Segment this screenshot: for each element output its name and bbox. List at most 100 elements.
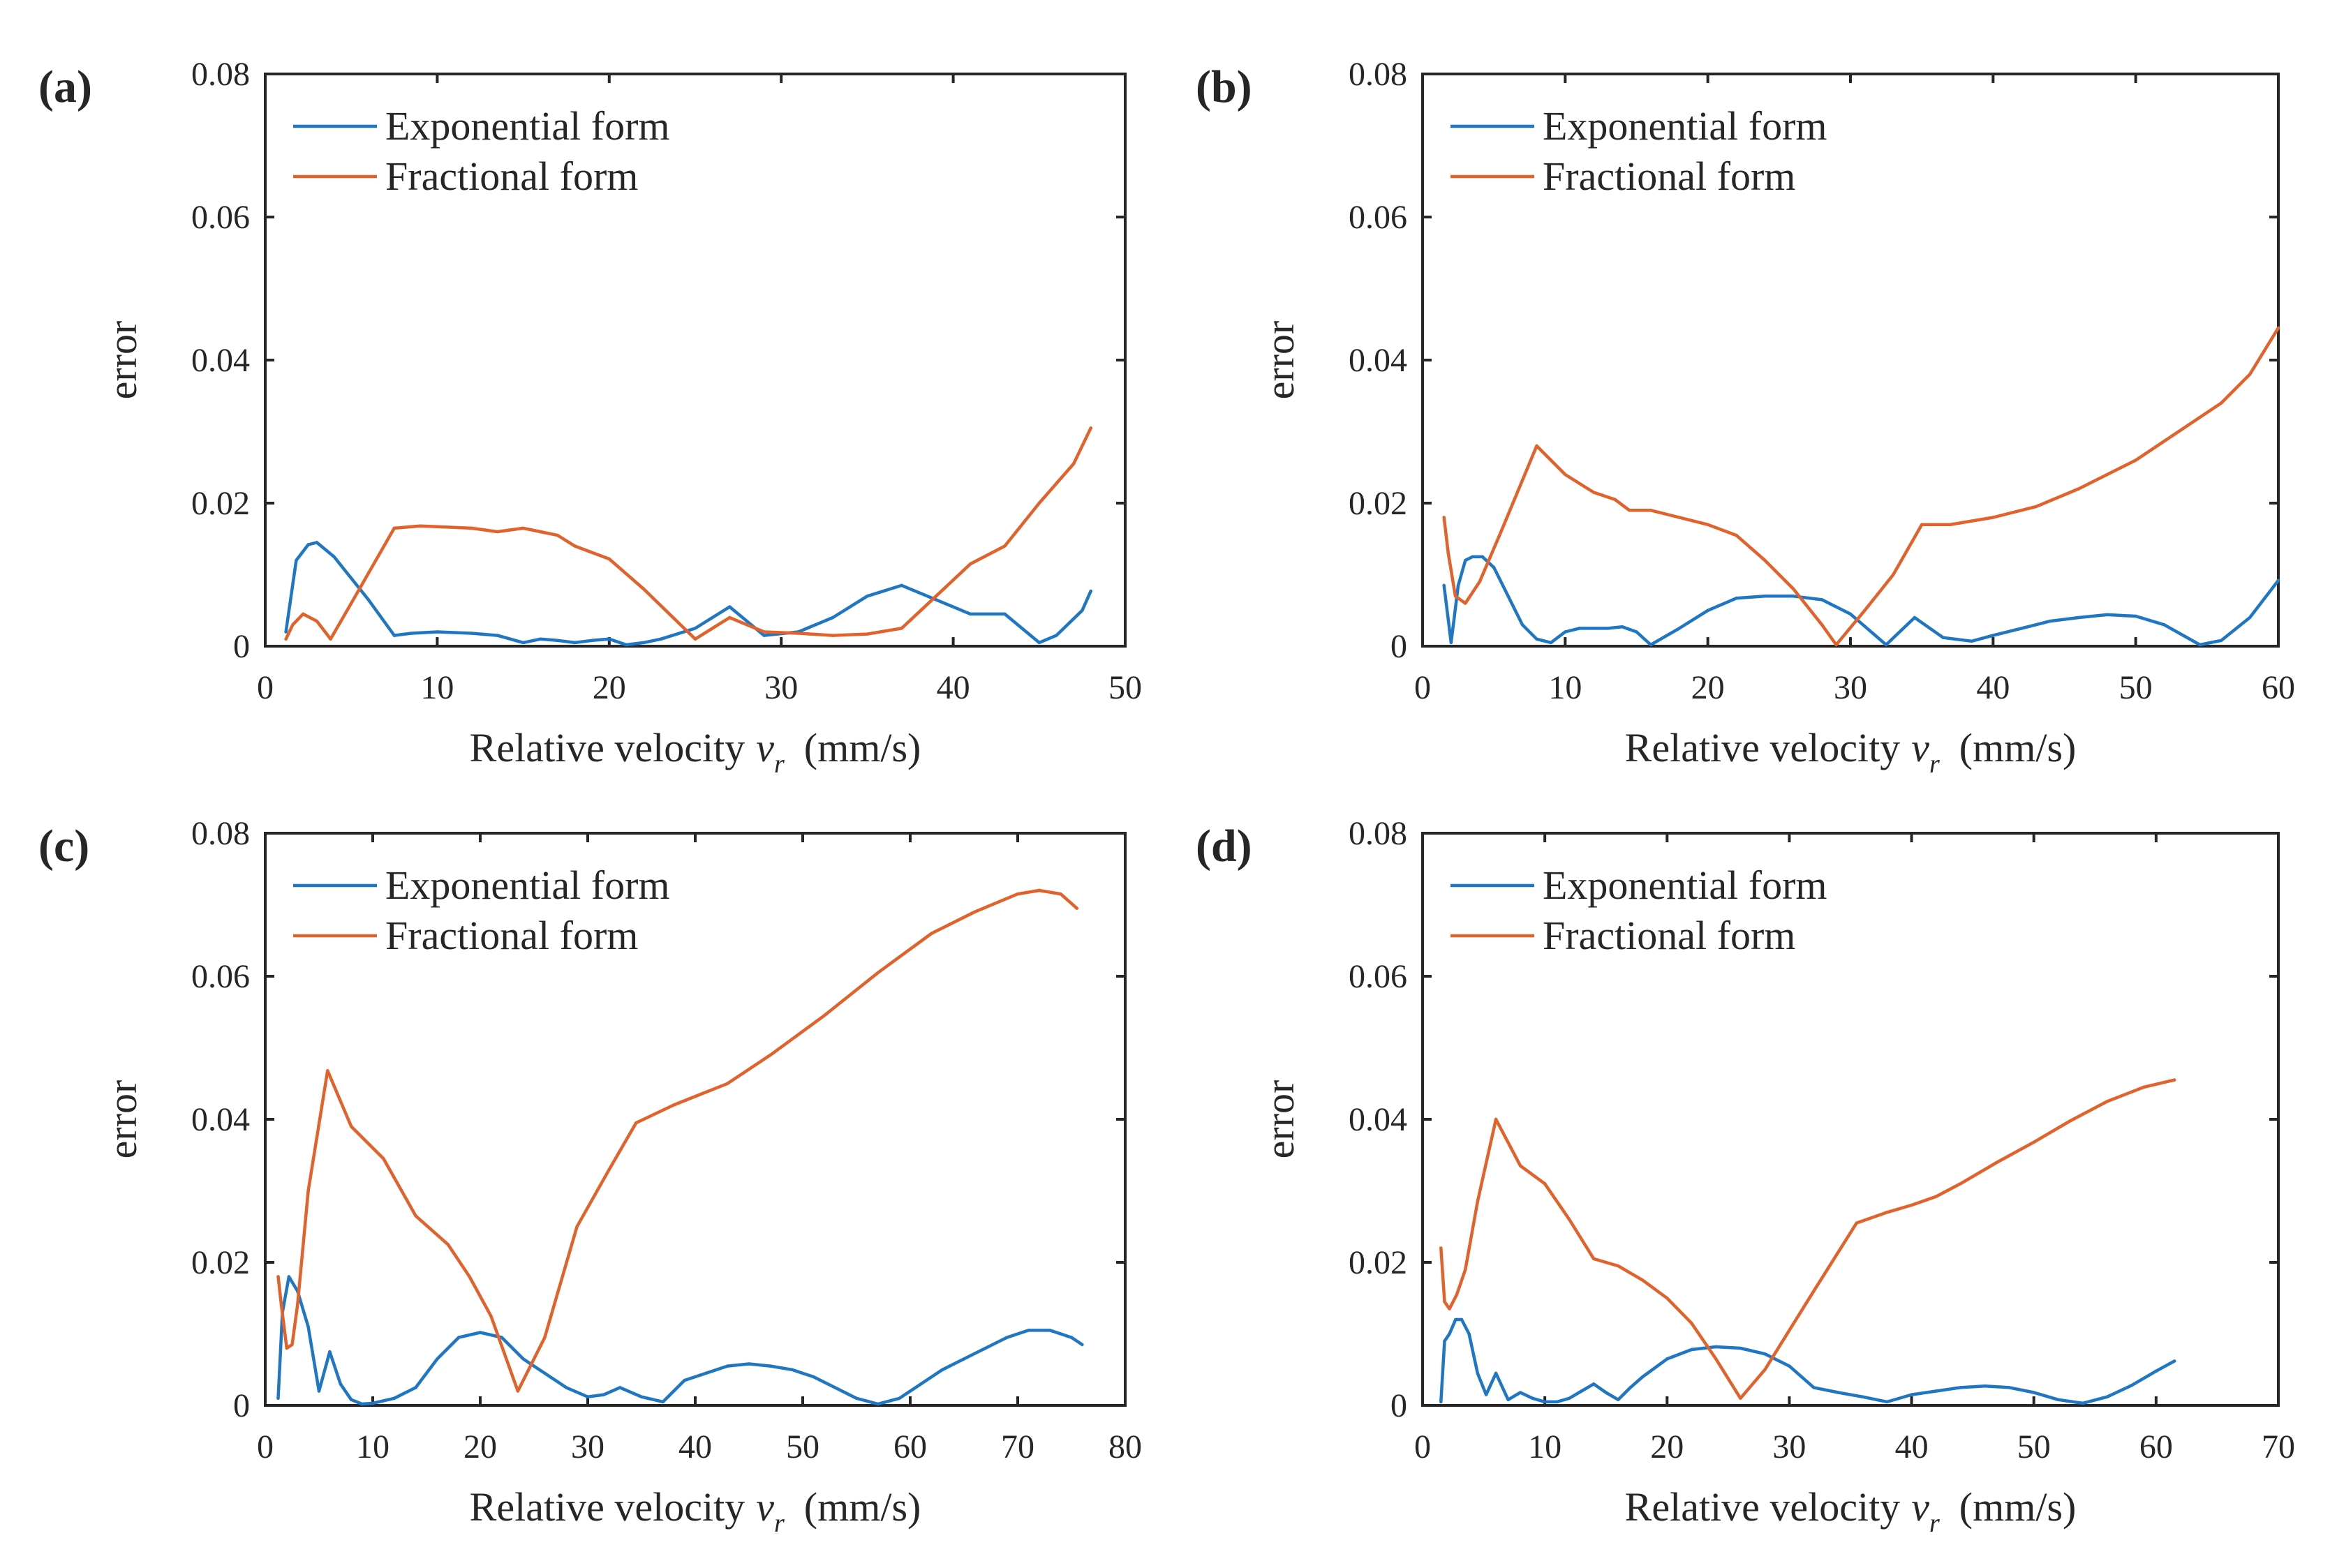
data-point-exponential (1739, 1346, 1742, 1350)
data-point-fractional (1037, 501, 1041, 505)
data-point-fractional (1834, 643, 1838, 647)
data-point-fractional (1892, 573, 1895, 576)
data-point-exponential (1549, 641, 1553, 645)
data-point-fractional (1617, 1264, 1620, 1268)
data-point-exponential (683, 1378, 686, 1382)
x-axis-variable: v (756, 1484, 774, 1530)
series-line-exponential (276, 1275, 1084, 1406)
data-point-fractional (607, 1167, 611, 1171)
data-point-fractional (1037, 888, 1041, 893)
y-tick-label: 0.02 (191, 1244, 250, 1281)
data-point-fractional (496, 530, 499, 534)
data-point-fractional (1476, 1200, 1480, 1204)
data-point-fractional (1535, 444, 1538, 448)
x-tick-label: 0 (1414, 1428, 1431, 1465)
y-tick-label: 0.02 (1349, 485, 1407, 522)
legend: Exponential form Fractional form (293, 103, 670, 199)
data-point-exponential (900, 583, 903, 588)
x-axis-subscript: r (774, 1509, 785, 1538)
data-point-fractional (969, 562, 972, 566)
data-point-exponential (1665, 1357, 1669, 1361)
x-tick-label: 0 (257, 669, 274, 706)
data-point-fractional (470, 526, 473, 530)
data-point-fractional (930, 932, 934, 935)
x-axis-title-text: Relative velocity (1625, 1484, 1901, 1530)
data-point-fractional (693, 637, 697, 641)
data-point-exponential (371, 1401, 375, 1405)
x-tick-label: 50 (2119, 669, 2153, 706)
series-line-exponential (1442, 555, 2280, 647)
data-point-fractional (329, 637, 332, 641)
data-point-exponential (306, 543, 310, 546)
data-point-exponential (521, 1357, 525, 1361)
x-axis-subscript: r (774, 749, 785, 779)
x-axis-title: Relative velocity vr (mm/s) (1625, 725, 2077, 779)
x-tick-label: 40 (937, 669, 970, 706)
x-axis-unit: (mm/s) (1959, 725, 2077, 770)
data-point-exponential (332, 555, 336, 559)
data-point-fractional (1443, 1300, 1446, 1304)
data-point-fractional (1763, 1368, 1767, 1371)
data-point-exponential (496, 634, 499, 637)
x-tick-label: 60 (2262, 669, 2295, 706)
data-point-fractional (284, 637, 288, 641)
y-tick-label: 0 (1390, 1387, 1407, 1424)
data-point-exponential (898, 1396, 901, 1400)
data-point-fractional (2142, 1085, 2146, 1089)
data-point-fractional (2077, 487, 2081, 491)
x-axis-subscript: r (1929, 749, 1940, 779)
data-point-exponential (478, 1331, 482, 1334)
data-point-fractional (1863, 608, 1867, 612)
data-point-fractional (796, 632, 801, 635)
data-point-exponential (1604, 1391, 1608, 1394)
data-point-exponential (2056, 1398, 2060, 1402)
data-point-fractional (1948, 523, 1952, 526)
data-point-exponential (1792, 595, 1795, 598)
data-point-fractional (1690, 1321, 1693, 1325)
series-line-exponential (284, 541, 1092, 647)
legend-label-exponential: Exponential form (385, 103, 670, 149)
y-tick-label: 0 (1390, 628, 1407, 665)
data-point-exponential (2198, 643, 2202, 647)
data-point-exponential (1484, 1393, 1488, 1396)
data-point-fractional (539, 530, 542, 534)
data-point-exponential (833, 1386, 837, 1389)
data-point-fractional (1543, 1182, 1547, 1186)
x-tick-label: 10 (420, 669, 454, 706)
data-point-exponential (1003, 612, 1007, 616)
data-point-exponential (1820, 598, 1824, 602)
data-point-exponential (1941, 636, 1945, 639)
data-point-fractional (291, 623, 295, 627)
data-point-exponential (1506, 1398, 1510, 1402)
chart-panel-1: (a) 0 10 20 30 40 50 0 0.02 0.04 0.06 0.08 error Rela… (38, 56, 1142, 779)
data-point-fractional (1499, 530, 1503, 534)
data-point-exponential (1620, 625, 1624, 629)
data-point-fractional (285, 1346, 288, 1350)
data-point-exponential (317, 1389, 321, 1393)
legend-label-exponential: Exponential form (385, 863, 670, 908)
data-point-exponential (539, 637, 542, 641)
data-point-exponential (2105, 613, 2109, 617)
data-point-exponential (693, 627, 697, 630)
data-point-exponential (350, 1398, 353, 1402)
data-point-exponential (1481, 555, 1485, 559)
data-point-fractional (521, 526, 525, 530)
x-tick-label: 0 (257, 1428, 274, 1465)
data-point-exponential (2154, 1369, 2158, 1373)
data-point-fractional (276, 1275, 280, 1278)
data-point-exponential (1531, 1396, 1534, 1400)
data-point-exponential (1454, 1317, 1457, 1322)
data-point-fractional (1934, 1195, 1938, 1198)
data-point-exponential (1706, 608, 1709, 612)
data-point-exponential (726, 1364, 729, 1368)
data-point-exponential (1506, 595, 1510, 598)
x-axis-title: Relative velocity vr (mm/s) (1625, 1484, 2077, 1538)
x-axis-unit: (mm/s) (1959, 1484, 2077, 1530)
data-point-fractional (934, 595, 938, 598)
data-point-exponential (1690, 1347, 1693, 1352)
data-point-exponential (543, 1371, 547, 1375)
data-point-fractional (1442, 516, 1446, 519)
legend-label-fractional: Fractional form (1543, 913, 1795, 958)
chart-panel-4: (d) 0 10 20 30 40 50 60 70 0 0.02 0.04 0.06 0.08 error… (1196, 815, 2295, 1538)
y-tick-label: 0.02 (191, 485, 250, 522)
